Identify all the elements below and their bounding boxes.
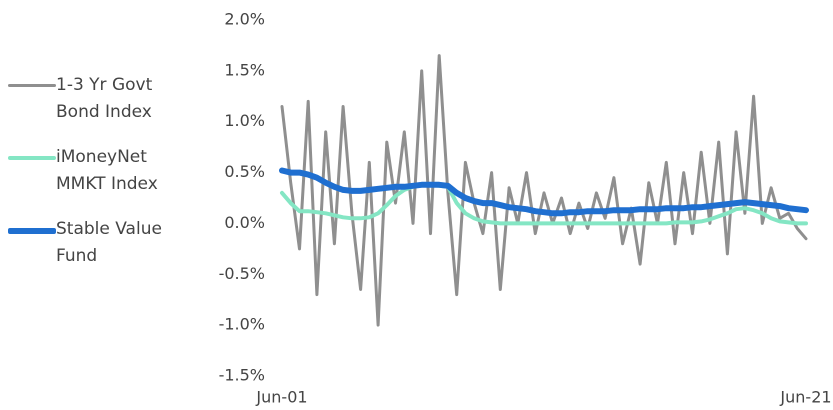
x-tick-label: Jun-21 xyxy=(779,388,831,407)
y-tick-label: 1.5% xyxy=(224,60,265,79)
y-tick-label: 2.0% xyxy=(224,10,265,29)
y-tick-label: -1.0% xyxy=(219,315,265,334)
series-line xyxy=(280,182,808,226)
x-tick-label: Jun-01 xyxy=(255,388,307,407)
series-line xyxy=(279,167,809,217)
legend-label: iMoneyNet MMKT Index xyxy=(56,147,158,194)
legend-key xyxy=(8,84,56,87)
legend-item: Stable Value Fund xyxy=(8,216,188,270)
legend-label: 1-3 Yr Govt Bond Index xyxy=(56,75,153,122)
legend-label: Stable Value Fund xyxy=(56,219,162,266)
legend-key xyxy=(8,228,56,234)
y-tick-label: 0.0% xyxy=(224,213,265,232)
series-line xyxy=(280,54,808,327)
y-tick-label: -1.5% xyxy=(219,366,265,385)
y-tick-label: -0.5% xyxy=(219,264,265,283)
y-tick-label: 1.0% xyxy=(224,111,265,130)
legend-key xyxy=(8,156,56,160)
legend-item: iMoneyNet MMKT Index xyxy=(8,144,188,198)
legend-item: 1-3 Yr Govt Bond Index xyxy=(8,72,188,126)
y-tick-label: 0.5% xyxy=(224,162,265,181)
